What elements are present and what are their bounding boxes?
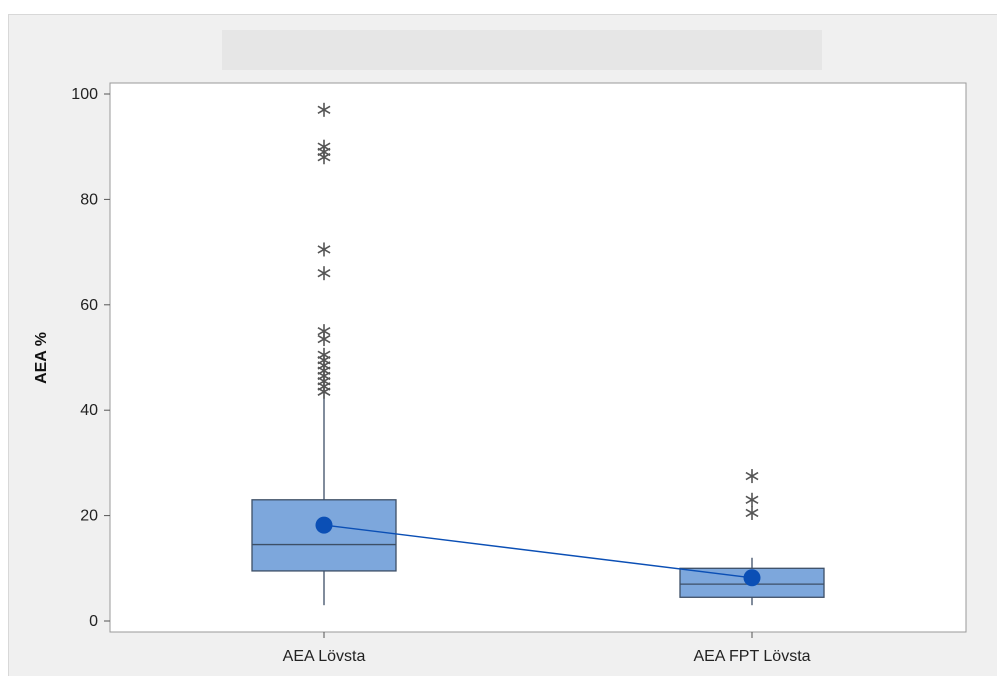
outlier-point [745,505,759,520]
outlier-point [317,347,331,362]
outlier-point [317,324,331,339]
outlier-stroke [317,350,331,360]
y-tick-label: 80 [80,191,98,208]
outlier-point [317,266,331,281]
y-axis-title: AEA % [33,332,50,384]
y-axis: 0 20 40 60 80 100 [71,86,110,630]
outlier-point [745,469,759,484]
mean-marker [315,516,333,534]
y-tick-label: 40 [80,402,98,419]
mean-connect-group [315,516,761,587]
outlier-stroke [745,508,759,518]
outlier-stroke [745,495,759,504]
box-iqr [251,499,397,572]
outlier-point [317,139,331,154]
outlier-stroke [317,245,331,254]
outlier-stroke [317,142,331,151]
y-tick-label: 0 [89,613,98,630]
y-tick-label: 60 [80,297,98,314]
outlier-stroke [317,326,331,336]
mean-marker [743,569,761,587]
outlier-stroke [745,471,759,481]
plot-area [109,82,967,633]
outlier-stroke [317,334,331,344]
outlier-stroke [317,268,331,278]
y-tick-label: 20 [80,508,98,525]
chart-title-area [222,30,822,70]
x-axis: AEA Lövsta AEA FPT Lövsta [283,632,811,665]
outlier-stroke [317,105,331,115]
outlier-point [317,242,331,257]
y-tick-label: 100 [71,86,98,103]
outlier-point [745,492,759,507]
outlier-point [317,102,331,117]
box-1 [251,102,397,606]
x-tick-label: AEA Lövsta [283,648,366,665]
x-tick-label: AEA FPT Lövsta [693,648,810,665]
mean-connect-line [323,524,753,579]
